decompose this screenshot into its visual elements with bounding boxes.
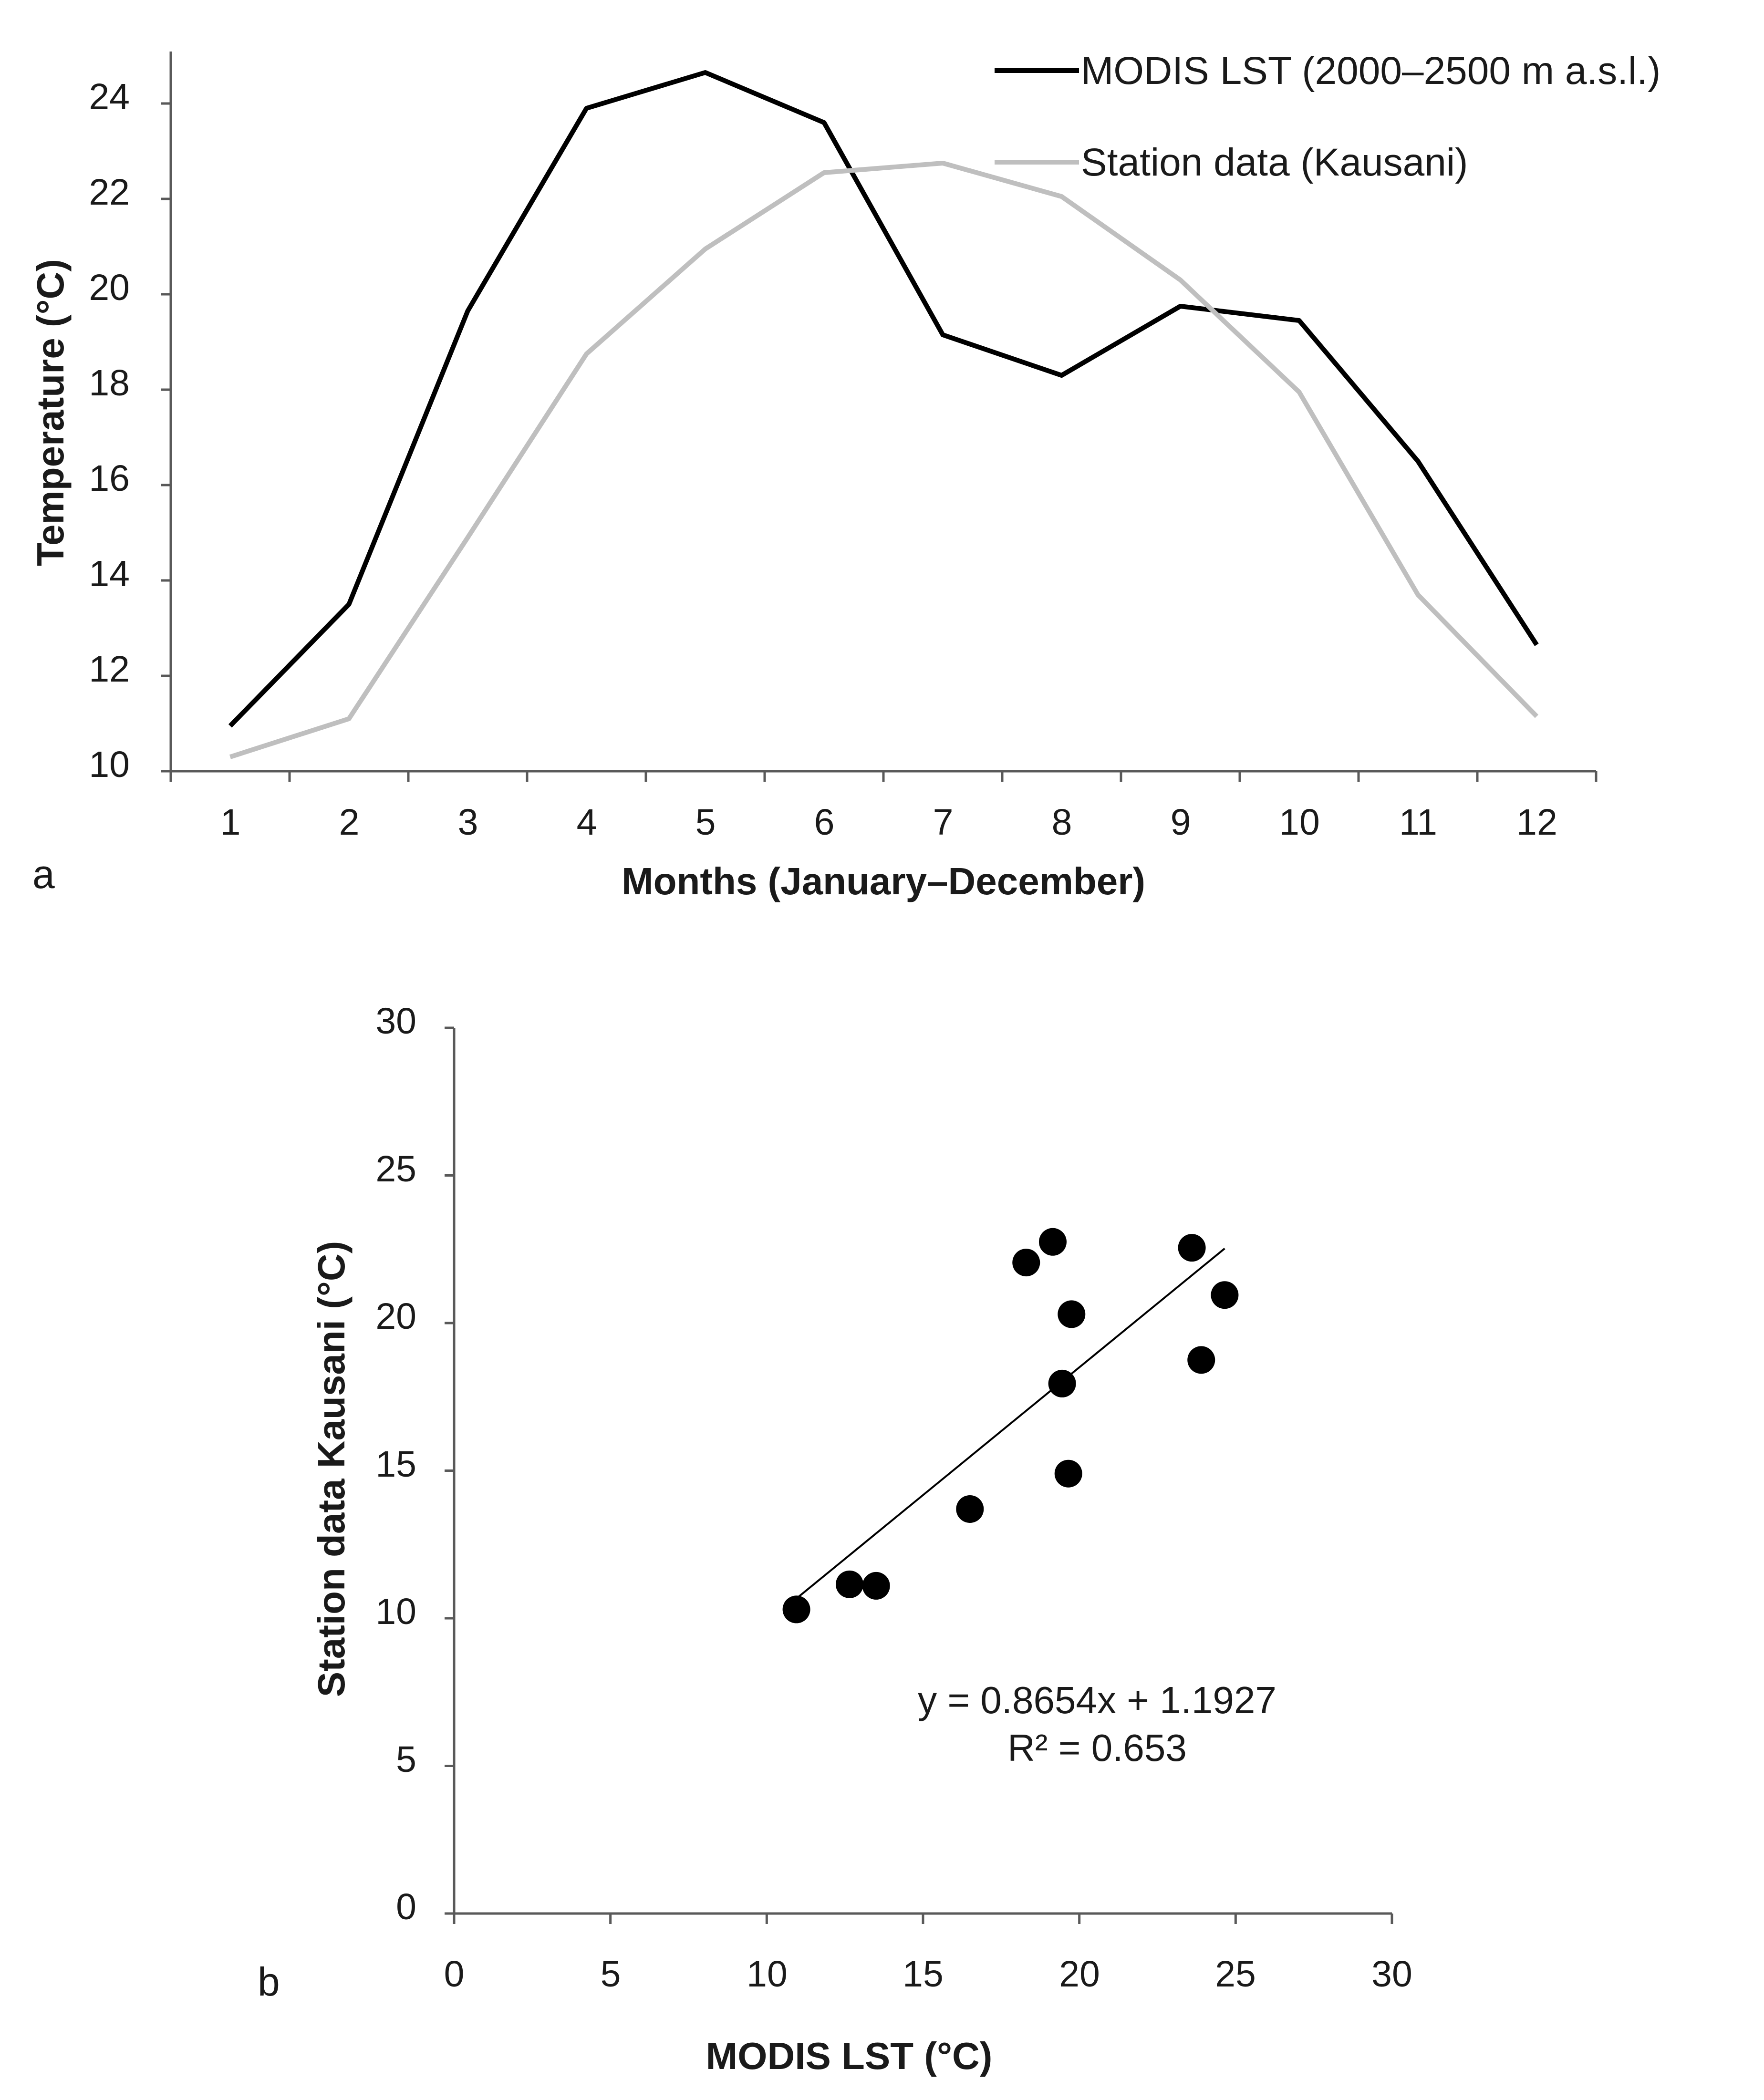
panel-a-y-tick-label: 20 xyxy=(89,267,130,308)
panel-b-letter: b xyxy=(258,1959,280,2004)
scatter-point xyxy=(1054,1459,1082,1488)
panel-b-y-tick-label: 30 xyxy=(375,1001,416,1042)
panel-a-y-ticks xyxy=(161,102,171,773)
panel-a-series-station xyxy=(229,161,1539,759)
panel-a-y-axis-title: Temperature (°C) xyxy=(29,259,72,566)
panel-a-x-tick-label: 9 xyxy=(1171,802,1191,843)
panel-a-x-tick-label: 12 xyxy=(1516,802,1557,843)
panel-a-y-tick-label: 14 xyxy=(89,553,130,594)
legend-label-station: Station data (Kausani) xyxy=(1081,141,1468,184)
panel-b-y-ticks xyxy=(445,1026,454,1915)
panel-a-series-modis xyxy=(228,70,1539,728)
panel-b-x-tick-label: 25 xyxy=(1215,1954,1256,1995)
panel-b-y-tick-label: 15 xyxy=(375,1444,416,1485)
panel-b-y-tick-labels: 0 5 10 15 20 25 30 xyxy=(375,1001,416,1927)
panel-b-x-tick-labels: 0 5 10 15 20 25 30 xyxy=(444,1954,1412,1995)
panel-a-x-tick-label: 1 xyxy=(220,802,241,843)
panel-a-y-tick-label: 12 xyxy=(89,649,130,690)
station-data-line xyxy=(229,161,1539,759)
panel-a-x-tick-label: 8 xyxy=(1052,802,1072,843)
panel-a-y-tick-label: 22 xyxy=(89,172,130,213)
scatter-point xyxy=(1048,1369,1076,1397)
panel-a-x-tick-label: 2 xyxy=(339,802,360,843)
r-squared-text: R² = 0.653 xyxy=(1007,1727,1187,1769)
panel-b-y-tick-label: 25 xyxy=(375,1148,416,1190)
panel-a-x-ticks xyxy=(169,771,1598,782)
scatter-point xyxy=(1058,1300,1086,1328)
panel-a-x-tick-label: 10 xyxy=(1279,802,1320,843)
panel-a-x-tick-label: 3 xyxy=(458,802,478,843)
panel-b-x-tick-label: 10 xyxy=(747,1954,788,1995)
panel-a-x-tick-label: 11 xyxy=(1399,802,1437,843)
panel-b-x-tick-label: 20 xyxy=(1059,1954,1100,1995)
panel-a-x-axis-title: Months (January–December) xyxy=(622,860,1145,902)
legend-label-modis: MODIS LST (2000–2500 m a.s.l.) xyxy=(1081,49,1660,93)
panel-a-y-tick-labels: 10 12 14 16 18 20 22 24 xyxy=(89,76,130,785)
panel-a-y-tick-label: 24 xyxy=(89,76,130,117)
trendline-equation: y = 0.8654x + 1.1927 R² = 0.653 xyxy=(918,1679,1276,1769)
panel-a-x-tick-label: 4 xyxy=(577,802,597,843)
scatter-point xyxy=(782,1595,810,1624)
scatter-point xyxy=(862,1572,890,1600)
panel-b-y-tick-label: 5 xyxy=(396,1739,416,1780)
panel-a-axes xyxy=(161,52,1598,782)
panel-b-x-axis-title: MODIS LST (°C) xyxy=(706,2035,993,2077)
scatter-point xyxy=(1211,1281,1239,1309)
panel-a-letter: a xyxy=(32,852,55,897)
panel-b-axes xyxy=(445,1026,1393,1924)
panel-b-x-tick-label: 0 xyxy=(444,1954,465,1995)
panel-b-y-tick-label: 10 xyxy=(375,1591,416,1632)
panel-a-legend: MODIS LST (2000–2500 m a.s.l.) Station d… xyxy=(995,49,1660,184)
modis-lst-line xyxy=(228,70,1539,728)
panel-a-line-chart: 10 12 14 16 18 20 22 24 1 2 3 4 5 6 7 8 … xyxy=(29,49,1660,902)
trendline xyxy=(796,1248,1225,1600)
panel-b-scatter-chart: 0 5 10 15 20 25 30 0 5 10 15 20 25 30 y … xyxy=(258,1001,1412,2077)
scatter-point xyxy=(835,1570,863,1598)
scatter-point xyxy=(1012,1249,1040,1277)
panel-a-y-tick-label: 10 xyxy=(89,744,130,785)
panel-a-x-tick-label: 7 xyxy=(933,802,954,843)
scatter-point xyxy=(956,1495,984,1523)
scatter-point xyxy=(1038,1228,1067,1256)
panel-a-x-tick-label: 5 xyxy=(695,802,716,843)
panel-b-y-axis-title: Station data Kausani (°C) xyxy=(310,1241,353,1697)
panel-b-x-tick-label: 5 xyxy=(601,1954,621,1995)
panel-b-points xyxy=(782,1228,1239,1624)
panel-a-y-tick-label: 18 xyxy=(89,362,130,403)
scatter-point xyxy=(1178,1234,1206,1262)
panel-b-y-tick-label: 20 xyxy=(375,1296,416,1337)
panel-a-x-tick-labels: 1 2 3 4 5 6 7 8 9 10 11 12 xyxy=(220,802,1557,843)
panel-b-x-tick-label: 15 xyxy=(903,1954,944,1995)
panel-b-y-tick-label: 0 xyxy=(396,1886,416,1927)
trendline-equation-text: y = 0.8654x + 1.1927 xyxy=(918,1679,1276,1721)
panel-b-x-ticks xyxy=(453,1914,1393,1924)
panel-a-x-tick-label: 6 xyxy=(814,802,835,843)
panel-a-y-tick-label: 16 xyxy=(89,458,130,499)
panel-b-x-tick-label: 30 xyxy=(1371,1954,1412,1995)
scatter-point xyxy=(1187,1346,1215,1374)
